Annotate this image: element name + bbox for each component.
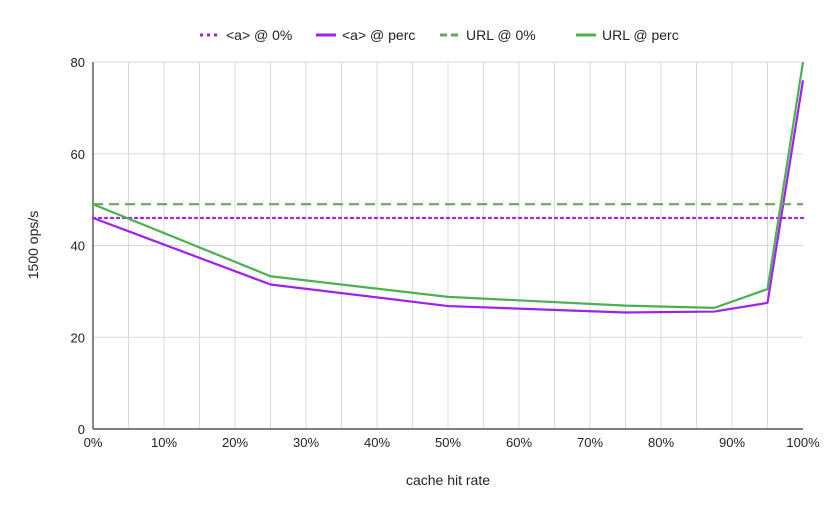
- x-tick-label: 20%: [222, 435, 248, 450]
- legend: <a> @ 0% <a> @ perc URL @ 0% URL @ perc: [200, 27, 679, 43]
- y-tick-label: 40: [71, 239, 85, 254]
- series-line-a-perc: [92, 80, 805, 314]
- legend-label: URL @ 0%: [466, 27, 536, 43]
- x-tick-label: 30%: [293, 435, 319, 450]
- x-tick-label: 90%: [719, 435, 745, 450]
- x-tick-label: 100%: [786, 435, 820, 450]
- y-tick-label: 0: [78, 422, 85, 437]
- axes: [92, 62, 803, 430]
- x-tick-label: 40%: [364, 435, 390, 450]
- x-tick-label: 70%: [577, 435, 603, 450]
- y-axis-title: 1500 ops/s: [25, 211, 41, 280]
- tick-labels: 0% 10% 20% 30% 40% 50% 60% 70% 80% 90% 100% 0 20 40 60…: [71, 55, 821, 450]
- series-lines: [91, 61, 805, 314]
- x-tick-label: 10%: [151, 435, 177, 450]
- grid-lines: [93, 61, 803, 429]
- y-tick-label: 20: [71, 330, 85, 345]
- x-tick-label: 60%: [506, 435, 532, 450]
- x-axis-title: cache hit rate: [406, 472, 490, 488]
- legend-label: URL @ perc: [602, 27, 679, 43]
- series-line-url-perc: [92, 61, 805, 309]
- y-tick-label: 60: [71, 147, 85, 162]
- x-tick-label: 80%: [648, 435, 674, 450]
- y-tick-label: 80: [71, 55, 85, 70]
- legend-label: <a> @ 0%: [226, 27, 292, 43]
- x-tick-label: 0%: [84, 435, 103, 450]
- legend-label: <a> @ perc: [342, 27, 415, 43]
- x-tick-label: 50%: [435, 435, 461, 450]
